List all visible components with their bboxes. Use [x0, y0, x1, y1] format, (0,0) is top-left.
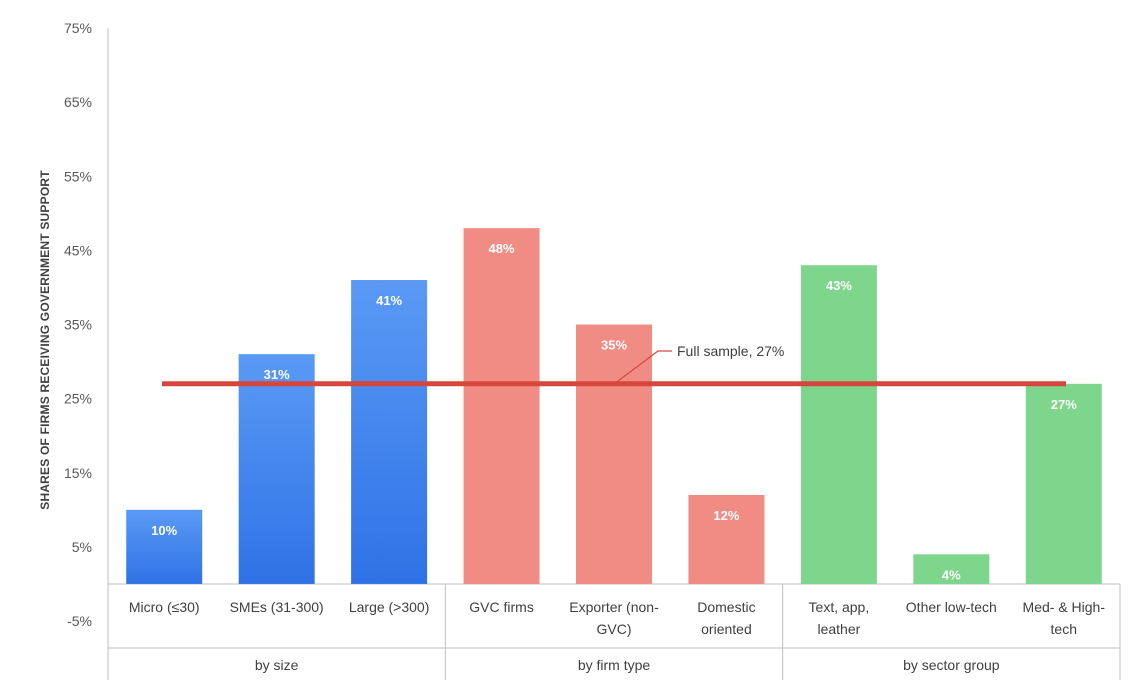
y-axis-label: SHARES OF FIRMS RECEIVING GOVERNMENT SUP… [38, 170, 52, 510]
bar [351, 280, 428, 584]
reference-leader-line [613, 350, 672, 385]
data-label: 31% [264, 367, 290, 382]
bar [576, 324, 652, 584]
data-label: 4% [942, 567, 961, 582]
group-label: by firm type [578, 657, 651, 673]
x-tick-label: Exporter (non- [569, 599, 659, 615]
x-tick-label: Domestic [697, 599, 755, 615]
x-tick-label: leather [817, 621, 860, 637]
bars [126, 228, 1102, 584]
y-tick-label: 35% [64, 317, 92, 333]
x-tick-label: SMEs (31-300) [230, 599, 324, 615]
y-tick-label: 5% [72, 539, 92, 555]
reference-line-group: Full sample, 27% [162, 343, 1066, 387]
x-tick-label: GVC) [597, 621, 632, 637]
bar [1025, 383, 1102, 584]
bar [913, 554, 990, 584]
y-tick-label: 15% [64, 465, 92, 481]
y-axis-ticks: 75% 65% 55% 45% 35% 25% 15% 5% -5% [64, 20, 92, 629]
reference-line-label: Full sample, 27% [677, 343, 784, 359]
bar [800, 265, 877, 584]
data-label: 43% [826, 278, 852, 293]
data-label: 27% [1051, 397, 1077, 412]
x-tick-label: Large (>300) [349, 599, 430, 615]
data-label: 48% [489, 241, 515, 256]
bar [688, 494, 765, 584]
x-tick-label: Med- & High- [1023, 599, 1106, 615]
x-tick-label: oriented [701, 621, 752, 637]
y-tick-label: 45% [64, 242, 92, 258]
x-tick-label: GVC firms [469, 599, 534, 615]
data-labels: 10% 31% 41% 48% 35% 12% 43% 4% 27% [151, 241, 1077, 582]
y-tick-label: 55% [64, 168, 92, 184]
data-label: 35% [601, 338, 627, 353]
x-tick-label: Other low-tech [906, 599, 997, 615]
data-label: 12% [713, 508, 739, 523]
data-label: 10% [151, 523, 177, 538]
y-tick-label: -5% [67, 613, 92, 629]
bar [126, 509, 203, 584]
bar [463, 228, 540, 584]
x-tick-label: Text, app, [809, 599, 870, 615]
group-label: by sector group [903, 657, 1000, 673]
group-label: by size [255, 657, 299, 673]
x-tick-label: tech [1051, 621, 1077, 637]
data-label: 41% [376, 293, 402, 308]
x-axis-categories: Micro (≤30) SMEs (31-300) Large (>300) GVC … [129, 599, 1105, 637]
bar [238, 354, 315, 584]
y-tick-label: 65% [64, 94, 92, 110]
y-tick-label: 25% [64, 391, 92, 407]
x-axis-groups: by size by firm type by sector group [108, 583, 1121, 680]
y-tick-label: 75% [64, 20, 92, 36]
x-tick-label: Micro (≤30) [129, 599, 200, 615]
